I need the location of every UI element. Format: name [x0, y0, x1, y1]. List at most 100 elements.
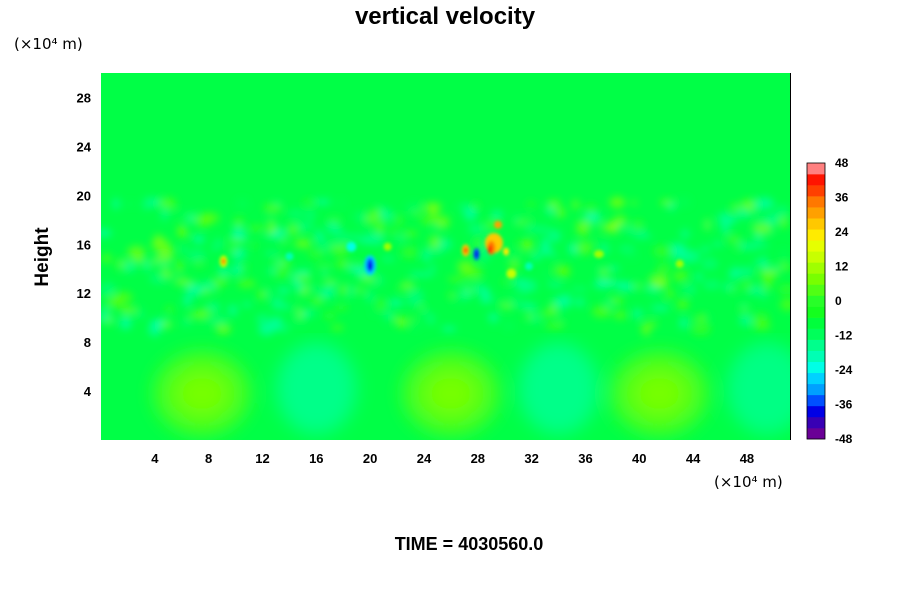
turbulence-patch [376, 298, 387, 311]
turbulence-patch [665, 288, 675, 299]
turbulence-patch [294, 238, 312, 249]
turbulence-patch [302, 199, 317, 206]
colorbar-tick-label: 0 [835, 294, 842, 308]
turbulence-patch [149, 273, 170, 284]
turbulence-patch [338, 198, 346, 207]
turbulence-patch [491, 298, 506, 307]
turbulence-patch [754, 197, 774, 210]
colorbar-tick-label: -48 [835, 432, 853, 446]
y-axis-label: Height [32, 227, 53, 287]
turbulence-patch [319, 287, 335, 299]
turbulence-patch [411, 210, 426, 217]
turbulence-patch [569, 286, 589, 292]
turbulence-patch [731, 203, 740, 211]
turbulence-patch [381, 255, 396, 263]
turbulence-patch [546, 281, 564, 287]
updraft-core [424, 371, 477, 416]
turbulence-patch [314, 263, 334, 268]
x-tick-label: 24 [417, 451, 432, 466]
turbulence-patch [342, 233, 362, 242]
turbulence-patch [330, 324, 344, 331]
turbulence-patch [523, 238, 533, 252]
y-tick-label: 8 [84, 335, 91, 350]
convective-cell [463, 247, 468, 254]
turbulence-patch [556, 310, 565, 324]
y-tick-label: 20 [77, 188, 91, 203]
turbulence-patch [641, 321, 651, 336]
convective-cell [503, 247, 510, 256]
turbulence-patch [626, 226, 634, 235]
turbulence-patch [119, 315, 132, 330]
turbulence-patch [101, 228, 112, 238]
turbulence-patch [553, 258, 560, 267]
turbulence-patch [398, 285, 414, 291]
turbulence-patch [740, 199, 757, 211]
turbulence-patch [547, 199, 561, 209]
downdraft-cell [276, 342, 357, 435]
turbulence-patch [752, 242, 770, 249]
turbulence-patch [649, 321, 657, 327]
x-tick-label: 12 [255, 451, 269, 466]
convective-cell [221, 258, 226, 265]
colorbar-band [807, 306, 825, 318]
turbulence-patch [727, 235, 741, 243]
turbulence-patch [753, 231, 764, 243]
turbulence-patch [218, 264, 228, 278]
y-tick-label: 4 [84, 384, 92, 399]
colorbar-band [807, 372, 825, 385]
colorbar-band [807, 273, 825, 285]
turbulence-patch [181, 318, 192, 327]
turbulence-patch [420, 217, 438, 225]
turbulence-patch [134, 305, 145, 314]
turbulence-patch [406, 288, 424, 301]
turbulence-patch [134, 313, 146, 318]
turbulence-patch [569, 248, 577, 256]
turbulence-patch [717, 212, 733, 226]
turbulence-patch [229, 247, 237, 252]
turbulence-patch [364, 290, 375, 303]
updraft-core [175, 371, 228, 416]
turbulence-patch [276, 259, 283, 267]
turbulence-patch [353, 210, 367, 224]
turbulence-patch [237, 279, 256, 288]
colorbar-band [807, 218, 825, 230]
turbulence-patch [289, 317, 307, 327]
turbulence-patch [325, 220, 340, 235]
turbulence-patch [428, 204, 438, 219]
turbulence-patch [624, 253, 638, 260]
turbulence-patch [194, 214, 213, 228]
colorbar-tick-label: -24 [835, 363, 853, 377]
turbulence-patch [474, 237, 482, 250]
turbulence-patch [321, 266, 328, 279]
turbulence-patch [555, 208, 566, 218]
turbulence-patch [526, 201, 537, 207]
turbulence-patch [101, 253, 112, 264]
turbulence-patch [389, 227, 398, 235]
turbulence-patch [429, 262, 436, 275]
turbulence-patch [328, 238, 349, 247]
turbulence-patch [131, 257, 142, 262]
colorbar-band [807, 339, 825, 351]
turbulence-patch [548, 229, 561, 243]
convective-cell [346, 241, 357, 252]
turbulence-patch [676, 197, 691, 208]
turbulence-patch [613, 310, 628, 320]
turbulence-patch [454, 205, 466, 212]
turbulence-patch [335, 259, 350, 269]
turbulence-patch [676, 298, 689, 310]
turbulence-patch [141, 204, 152, 210]
turbulence-patch [208, 314, 228, 326]
turbulence-patch [240, 264, 249, 271]
y-tick-label: 24 [77, 139, 92, 154]
colorbar-band [807, 405, 825, 418]
turbulence-patch [623, 282, 638, 292]
turbulence-patch [753, 259, 761, 265]
turbulence-patch [303, 281, 312, 287]
turbulence-patch [270, 303, 290, 310]
x-tick-label: 16 [309, 451, 323, 466]
turbulence-patch [143, 259, 151, 272]
turbulence-patch [653, 245, 673, 258]
turbulence-patch [618, 245, 636, 253]
colorbar-band [807, 361, 825, 374]
turbulence-patch [673, 270, 688, 283]
